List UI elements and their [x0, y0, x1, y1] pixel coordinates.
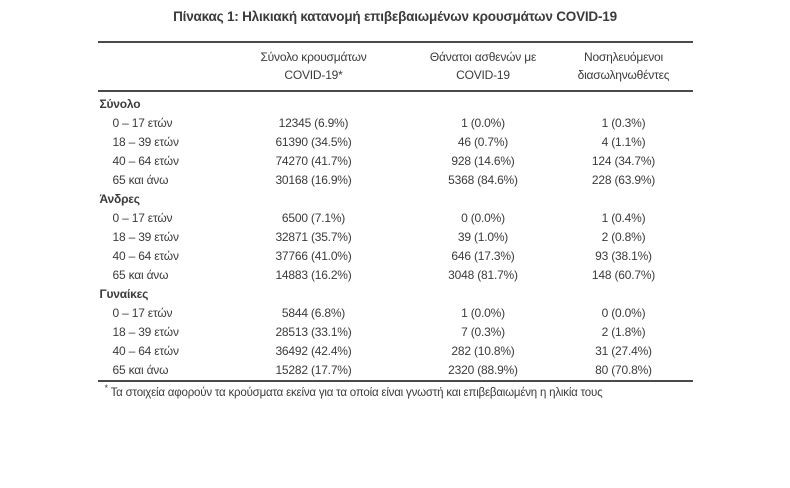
intubated-cell: 4 (1.1%)	[601, 135, 646, 149]
header-row: Σύνολο κρουσμάτων COVID-19* Θάνατοι ασθε…	[97, 42, 693, 91]
deaths-cell: 5368 (84.6%)	[448, 173, 518, 187]
age-label-cell: 40 – 64 ετών	[112, 344, 179, 358]
footnote: * Τα στοιχεία αφορούν τα κρούσματα εκείν…	[98, 382, 693, 399]
cases-cell: 12345 (6.9%)	[278, 116, 349, 130]
header-total-cases: Σύνολο κρουσμάτων COVID-19*	[216, 42, 412, 91]
header-total-cases-line1: Σύνολο κρουσμάτων	[260, 50, 367, 64]
covid-age-table: Σύνολο κρουσμάτων COVID-19* Θάνατοι ασθε…	[97, 41, 693, 399]
deaths-cell: 46 (0.7%)	[457, 135, 509, 149]
cases-cell: 61390 (34.5%)	[275, 135, 352, 149]
table-row: 65 και άνω 15282 (17.7%) 2320 (88.9%) 80 (7…	[98, 361, 693, 381]
intubated-cell: 1 (0.4%)	[601, 211, 646, 225]
section-header-row: Άνδρες	[98, 190, 693, 209]
table-row: 0 – 17 ετών 5844 (6.8%) 1 (0.0%) 0 (0.0%)	[98, 304, 693, 323]
header-deaths-line1: Θάνατοι ασθενών με	[429, 50, 537, 64]
deaths-cell: 1 (0.0%)	[461, 116, 505, 130]
header-deaths-line2: COVID-19	[456, 68, 510, 82]
deaths-cell: 39 (1.0%)	[457, 230, 509, 244]
section-name: Σύνολο	[99, 97, 141, 111]
header-total-cases-line2: COVID-19*	[284, 68, 343, 82]
age-label-cell: 40 – 64 ετών	[112, 154, 179, 168]
intubated-cell: 2 (0.8%)	[601, 230, 646, 244]
deaths-cell: 7 (0.3%)	[461, 325, 505, 339]
cases-cell: 5844 (6.8%)	[281, 306, 346, 320]
deaths-cell: 282 (10.8%)	[451, 344, 515, 358]
section-header-row: Σύνολο	[98, 91, 693, 114]
footnote-asterisk: *	[104, 383, 109, 394]
intubated-cell: 1 (0.3%)	[601, 116, 646, 130]
table-row: 65 και άνω 30168 (16.9%) 5368 (84.6%) 228 (…	[98, 171, 693, 190]
intubated-cell: 0 (0.0%)	[601, 306, 646, 320]
intubated-cell: 93 (38.1%)	[595, 249, 652, 263]
cases-cell: 32871 (35.7%)	[275, 230, 352, 244]
age-label-cell: 0 – 17 ετών	[112, 116, 173, 130]
age-label-cell: 18 – 39 ετών	[112, 325, 179, 339]
table-title: Πίνακας 1: Ηλικιακή κατανομή επιβεβαιωμέ…	[173, 9, 617, 24]
table-row: 18 – 39 ετών 28513 (33.1%) 7 (0.3%) 2 (1.8%…	[98, 323, 693, 342]
section-name: Άνδρες	[99, 192, 141, 206]
table-row: 18 – 39 ετών 32871 (35.7%) 39 (1.0%) 2 (0.8…	[98, 228, 693, 247]
table-row: 0 – 17 ετών 12345 (6.9%) 1 (0.0%) 1 (0.3%)	[98, 114, 693, 133]
age-label-cell: 0 – 17 ετών	[112, 211, 173, 225]
age-label-cell: 18 – 39 ετών	[112, 230, 179, 244]
deaths-cell: 0 (0.0%)	[461, 211, 505, 225]
intubated-cell: 124 (34.7%)	[591, 154, 656, 168]
cases-cell: 14883 (16.2%)	[275, 268, 352, 282]
intubated-cell: 31 (27.4%)	[595, 344, 652, 358]
table-row: 65 και άνω 14883 (16.2%) 3048 (81.7%) 148 (…	[98, 266, 693, 285]
age-label-cell: 65 και άνω	[112, 363, 169, 377]
table-row: 40 – 64 ετών 37766 (41.0%) 646 (17.3%) 93 (…	[98, 247, 693, 266]
header-deaths: Θάνατοι ασθενών με COVID-19	[412, 42, 555, 91]
cases-cell: 28513 (33.1%)	[275, 325, 352, 339]
deaths-cell: 3048 (81.7%)	[448, 268, 518, 282]
deaths-cell: 646 (17.3%)	[451, 249, 515, 263]
section-name: Γυναίκες	[99, 287, 149, 301]
cases-cell: 30168 (16.9%)	[275, 173, 352, 187]
footnote-text: Τα στοιχεία αφορούν τα κρούσματα εκείνα …	[110, 387, 603, 399]
table-row: 18 – 39 ετών 61390 (34.5%) 46 (0.7%) 4 (1.1…	[98, 133, 693, 152]
age-label-cell: 0 – 17 ετών	[112, 306, 173, 320]
table-row: 40 – 64 ετών 74270 (41.7%) 928 (14.6%) 124 …	[98, 152, 693, 171]
deaths-cell: 928 (14.6%)	[451, 154, 515, 168]
data-table: Σύνολο κρουσμάτων COVID-19* Θάνατοι ασθε…	[97, 41, 693, 382]
age-label-cell: 18 – 39 ετών	[112, 135, 179, 149]
table-row: 40 – 64 ετών 36492 (42.4%) 282 (10.8%) 31 (…	[98, 342, 693, 361]
header-intubated: Νοσηλευόμενοι διασωληνωθέντες	[555, 42, 693, 91]
section-header-row: Γυναίκες	[98, 285, 693, 304]
cases-cell: 74270 (41.7%)	[275, 154, 352, 168]
age-label-cell: 40 – 64 ετών	[112, 249, 179, 263]
intubated-cell: 228 (63.9%)	[591, 173, 656, 187]
table-row: 0 – 17 ετών 6500 (7.1%) 0 (0.0%) 1 (0.4%)	[98, 209, 693, 228]
deaths-cell: 1 (0.0%)	[461, 306, 505, 320]
intubated-cell: 80 (70.8%)	[595, 363, 652, 377]
header-intubated-line2: διασωληνωθέντες	[577, 68, 670, 82]
intubated-cell: 148 (60.7%)	[591, 268, 656, 282]
age-label-cell: 65 και άνω	[112, 173, 169, 187]
intubated-cell: 2 (1.8%)	[601, 325, 646, 339]
age-label-cell: 65 και άνω	[112, 268, 169, 282]
table-body: Σύνολο 0 – 17 ετών 12345 (6.9%) 1 (0.0%) 1 (…	[98, 91, 693, 381]
cases-cell: 15282 (17.7%)	[275, 363, 352, 377]
cases-cell: 36492 (42.4%)	[275, 344, 352, 358]
cases-cell: 37766 (41.0%)	[275, 249, 352, 263]
cases-cell: 6500 (7.1%)	[281, 211, 346, 225]
header-intubated-line1: Νοσηλευόμενοι	[583, 50, 663, 64]
deaths-cell: 2320 (88.9%)	[448, 363, 518, 377]
header-empty-cell	[98, 42, 216, 91]
